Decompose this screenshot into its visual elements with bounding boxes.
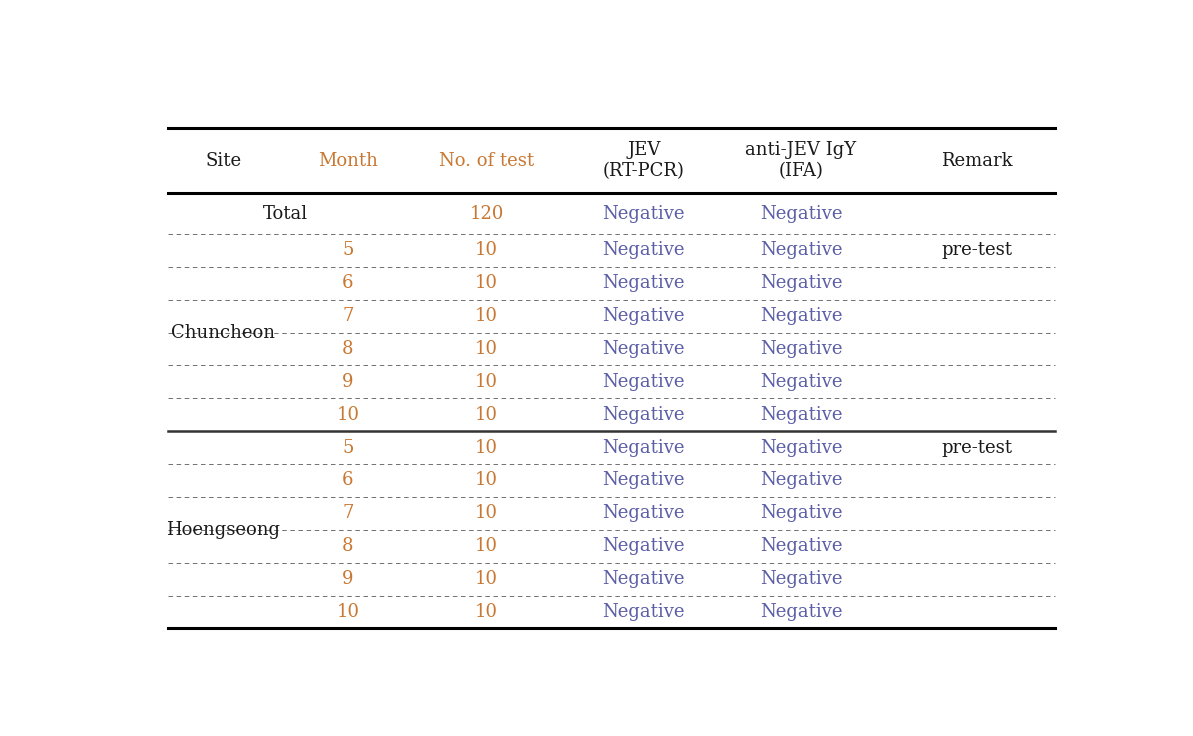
Text: 7: 7	[342, 504, 353, 523]
Text: Negative: Negative	[760, 570, 842, 588]
Text: No. of test: No. of test	[439, 152, 534, 169]
Text: 10: 10	[475, 307, 499, 325]
Text: Negative: Negative	[602, 307, 685, 325]
Text: pre-test: pre-test	[941, 241, 1012, 259]
Text: Month: Month	[319, 152, 378, 169]
Text: Negative: Negative	[760, 307, 842, 325]
Text: 5: 5	[342, 439, 353, 456]
Text: 10: 10	[475, 603, 499, 621]
Text: 10: 10	[475, 439, 499, 456]
Text: Negative: Negative	[760, 241, 842, 259]
Text: Negative: Negative	[760, 205, 842, 222]
Text: 7: 7	[342, 307, 353, 325]
Text: 10: 10	[475, 241, 499, 259]
Text: Negative: Negative	[602, 406, 685, 424]
Text: 5: 5	[342, 241, 353, 259]
Text: 8: 8	[342, 537, 353, 555]
Text: 10: 10	[475, 340, 499, 358]
Text: Chuncheon: Chuncheon	[171, 324, 276, 342]
Text: Negative: Negative	[602, 603, 685, 621]
Text: Negative: Negative	[760, 504, 842, 523]
Text: Negative: Negative	[760, 439, 842, 456]
Text: Negative: Negative	[602, 205, 685, 222]
Text: 8: 8	[342, 340, 353, 358]
Text: Negative: Negative	[760, 373, 842, 391]
Text: anti-JEV IgY
(IFA): anti-JEV IgY (IFA)	[746, 141, 857, 180]
Text: Negative: Negative	[760, 406, 842, 424]
Text: JEV
(RT-PCR): JEV (RT-PCR)	[602, 141, 685, 180]
Text: 10: 10	[475, 275, 499, 292]
Text: 120: 120	[469, 205, 503, 222]
Text: Negative: Negative	[760, 340, 842, 358]
Text: Negative: Negative	[760, 603, 842, 621]
Text: Negative: Negative	[602, 373, 685, 391]
Text: 10: 10	[475, 537, 499, 555]
Text: Negative: Negative	[602, 241, 685, 259]
Text: 10: 10	[475, 504, 499, 523]
Text: 6: 6	[342, 472, 353, 489]
Text: Negative: Negative	[602, 472, 685, 489]
Text: Negative: Negative	[760, 472, 842, 489]
Text: Negative: Negative	[602, 537, 685, 555]
Text: Negative: Negative	[602, 570, 685, 588]
Text: Negative: Negative	[760, 537, 842, 555]
Text: 9: 9	[342, 570, 353, 588]
Text: Negative: Negative	[760, 275, 842, 292]
Text: Negative: Negative	[602, 504, 685, 523]
Text: 10: 10	[475, 406, 499, 424]
Text: 6: 6	[342, 275, 353, 292]
Text: 10: 10	[336, 406, 359, 424]
Text: Negative: Negative	[602, 439, 685, 456]
Text: Negative: Negative	[602, 340, 685, 358]
Text: Hoengseong: Hoengseong	[166, 521, 280, 539]
Text: 10: 10	[475, 472, 499, 489]
Text: Site: Site	[205, 152, 241, 169]
Text: 10: 10	[475, 373, 499, 391]
Text: Total: Total	[262, 205, 308, 222]
Text: 10: 10	[336, 603, 359, 621]
Text: Remark: Remark	[941, 152, 1013, 169]
Text: 9: 9	[342, 373, 353, 391]
Text: pre-test: pre-test	[941, 439, 1012, 456]
Text: 10: 10	[475, 570, 499, 588]
Text: Negative: Negative	[602, 275, 685, 292]
